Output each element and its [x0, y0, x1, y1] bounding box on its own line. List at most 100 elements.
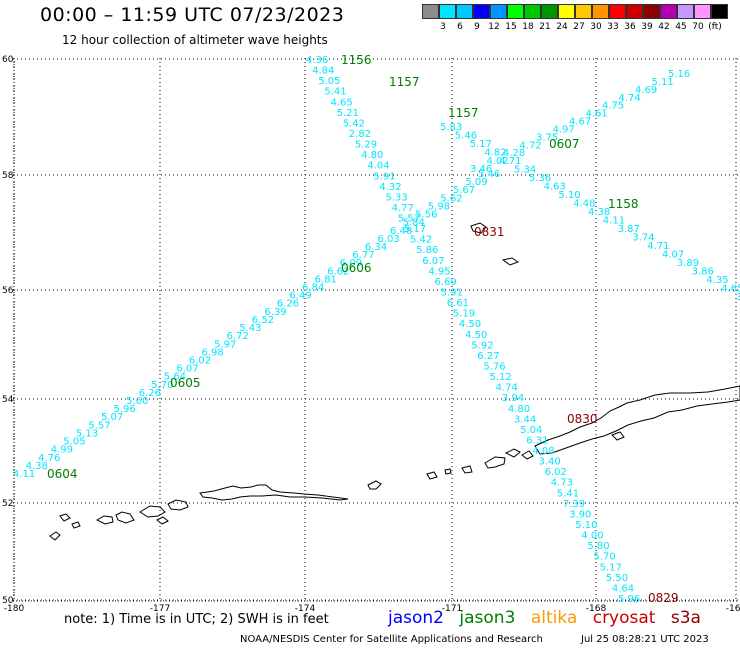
swh-value: 6.48 — [390, 226, 412, 237]
legend-swatch — [592, 4, 609, 19]
swh-value: 5.42 — [410, 235, 432, 246]
legend-swatch — [609, 4, 626, 19]
swh-value: 4.65 — [721, 284, 740, 295]
lat-tick-label: 60 — [2, 55, 14, 65]
swh-value: 4.72 — [520, 140, 542, 151]
island-near-b — [49, 531, 61, 541]
legend-label: 18 — [522, 22, 534, 32]
swh-value: 5.57 — [88, 420, 110, 431]
swh-value: 5.19 — [453, 309, 475, 320]
legend-swatch — [558, 4, 575, 19]
swh-value: 5.50 — [606, 573, 628, 584]
swh-value: 4.80 — [508, 404, 530, 415]
swh-value: 5.13 — [76, 429, 98, 440]
credit-line: NOAA/NESDIS Center for Satellite Applica… — [240, 634, 543, 645]
lat-tick-label: 50 — [2, 596, 14, 606]
island-pribilof-a — [470, 222, 487, 234]
swh-value: 6.26 — [277, 299, 299, 310]
pass-time-label: 1157 — [389, 75, 420, 89]
lat-tick-label: 56 — [2, 286, 14, 296]
swh-value: 4.80 — [361, 150, 383, 161]
legend-swatch — [473, 4, 490, 19]
swh-value: 3.44 — [514, 414, 536, 425]
swh-value: 4.74 — [496, 383, 518, 394]
swh-value: 6.52 — [252, 315, 274, 326]
legend-swatch — [439, 4, 456, 19]
lat-tick-label: 52 — [2, 499, 13, 509]
swh-value: 4.11 — [13, 469, 35, 480]
pass-time-label: 0829 — [648, 591, 679, 605]
swh-value: 6.02 — [189, 356, 211, 367]
island-rat-a — [95, 515, 114, 525]
legend-label: 21 — [539, 22, 551, 32]
legend-swatch — [524, 4, 541, 19]
swh-value: 5.17 — [470, 139, 492, 150]
swh-value: 6.69 — [435, 277, 457, 288]
swh-value: 5.46 — [455, 131, 477, 142]
swh-value: 5.41 — [557, 488, 579, 499]
legend-swatch — [643, 4, 660, 19]
swh-value: 4.35 — [706, 275, 728, 286]
swh-value: 5.41 — [324, 87, 346, 98]
swh-value: 4.07 — [662, 250, 684, 261]
legend-swatch — [660, 4, 677, 19]
legend-swatch — [711, 4, 728, 19]
swh-value: 4.32 — [379, 182, 401, 193]
swh-value: 4.64 — [612, 583, 634, 594]
swh-value: 5.98 — [428, 201, 450, 212]
swh-value: 6.81 — [315, 274, 337, 285]
swh-value: 3.76 — [736, 292, 740, 303]
swh-value: 5.33 — [386, 192, 408, 203]
swh-value: 4.38 — [26, 461, 48, 472]
legend-swatch — [694, 4, 711, 19]
satellite-label-s3a: s3a — [670, 608, 701, 628]
legend-swatch — [422, 4, 439, 19]
swh-value: 6.27 — [477, 351, 499, 362]
swh-value: 5.34 — [514, 165, 536, 176]
swh-value: 5.76 — [483, 362, 505, 373]
swh-value: 4.75 — [602, 101, 624, 112]
legend-label: 3 — [440, 22, 446, 32]
swh-value: 4.36 — [306, 55, 328, 66]
swh-value: 3.89 — [677, 258, 699, 269]
swh-value: 4.08 — [532, 446, 554, 457]
swh-value: 5.86 — [416, 245, 438, 256]
swh-value: 5.91 — [373, 171, 395, 182]
swh-value: 4.76 — [38, 453, 60, 464]
swh-value: 5.05 — [63, 437, 85, 448]
swh-value: 5.04 — [520, 425, 542, 436]
page-title: 00:00 – 11:59 UTC 07/23/2023 — [40, 4, 345, 26]
swh-value: 7.39 — [563, 499, 585, 510]
pass-time-label: 1157 — [448, 106, 479, 120]
swh-value: 5.67 — [453, 185, 475, 196]
swh-value: 6.09 — [340, 258, 362, 269]
legend-label: 45 — [675, 22, 687, 32]
swh-value: 5.70 — [594, 552, 616, 563]
swh-value: 4.48 — [573, 199, 595, 210]
lon-tick-label: -171 — [442, 604, 462, 614]
swh-value: 5.43 — [239, 323, 261, 334]
swh-value: 6.72 — [227, 331, 249, 342]
coastline — [49, 222, 740, 541]
swh-value: 4.73 — [551, 478, 573, 489]
swh-value: 4.50 — [459, 319, 481, 330]
swh-value: 4.69 — [635, 85, 657, 96]
legend-swatch — [677, 4, 694, 19]
lon-tick-label: -174 — [295, 604, 316, 614]
swh-value: 5.46 — [478, 169, 500, 180]
swh-value: 5.56 — [415, 210, 437, 221]
swh-value: 4.82 — [484, 148, 506, 159]
legend-swatch — [490, 4, 507, 19]
island-shumagin — [611, 431, 625, 441]
swh-value: 6.98 — [202, 347, 224, 358]
swh-value: 4.38 — [588, 207, 610, 218]
pass-time-label: 0606 — [341, 261, 372, 275]
island-delarof — [139, 505, 166, 518]
alaska-peninsula — [534, 385, 740, 455]
swh-value: 6.07 — [176, 364, 198, 375]
legend-swatch — [626, 4, 643, 19]
swh-value: 5.12 — [490, 372, 512, 383]
swh-value: 3.87 — [618, 224, 640, 235]
swh-value: 6.03 — [378, 234, 400, 245]
swh-value: 5.70 — [151, 380, 173, 391]
